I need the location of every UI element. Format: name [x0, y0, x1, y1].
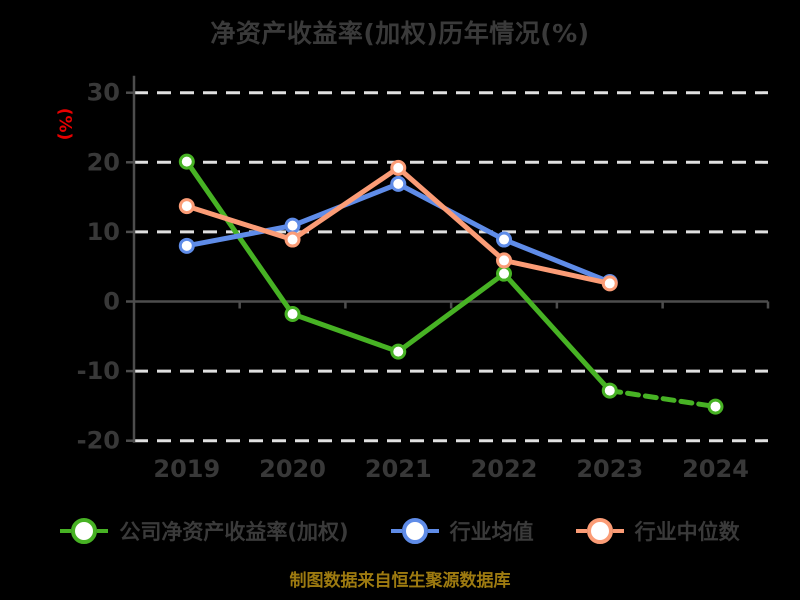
svg-text:-10: -10	[77, 357, 120, 385]
legend-item-company-roe: 公司净资产收益率(加权)	[60, 516, 349, 546]
legend-item-industry-average: 行业均值	[390, 516, 534, 546]
chart-legend: 公司净资产收益率(加权) 行业均值 行业中位数	[0, 516, 800, 546]
line-chart-canvas: 30 20 10 0 -10 -20 2019 2020 2021 2022 2023 2024	[77, 75, 770, 483]
blue-line-marker-icon	[390, 518, 439, 544]
svg-text:-20: -20	[77, 427, 120, 455]
data-source-note: 制图数据来自恒生聚源数据库	[289, 571, 511, 591]
svg-text:20: 20	[87, 148, 120, 176]
orange-line-marker-icon	[575, 518, 624, 544]
svg-text:2019: 2019	[153, 455, 220, 483]
svg-text:30: 30	[87, 79, 120, 107]
legend-label-industry-average: 行业均值	[449, 520, 534, 544]
green-line-marker-icon	[60, 518, 109, 544]
svg-text:2024: 2024	[682, 455, 749, 483]
legend-label-industry-median: 行业中位数	[634, 520, 740, 544]
svg-text:2023: 2023	[576, 455, 643, 483]
legend-label-company-roe: 公司净资产收益率(加权)	[119, 520, 349, 544]
legend-item-industry-median: 行业中位数	[575, 516, 740, 546]
svg-text:10: 10	[87, 218, 120, 246]
svg-text:2021: 2021	[365, 455, 432, 483]
svg-text:0: 0	[103, 288, 120, 316]
svg-text:2022: 2022	[471, 455, 538, 483]
svg-text:2020: 2020	[259, 455, 326, 483]
chart-title: 净资产收益率(加权)历年情况(%)	[210, 19, 590, 48]
